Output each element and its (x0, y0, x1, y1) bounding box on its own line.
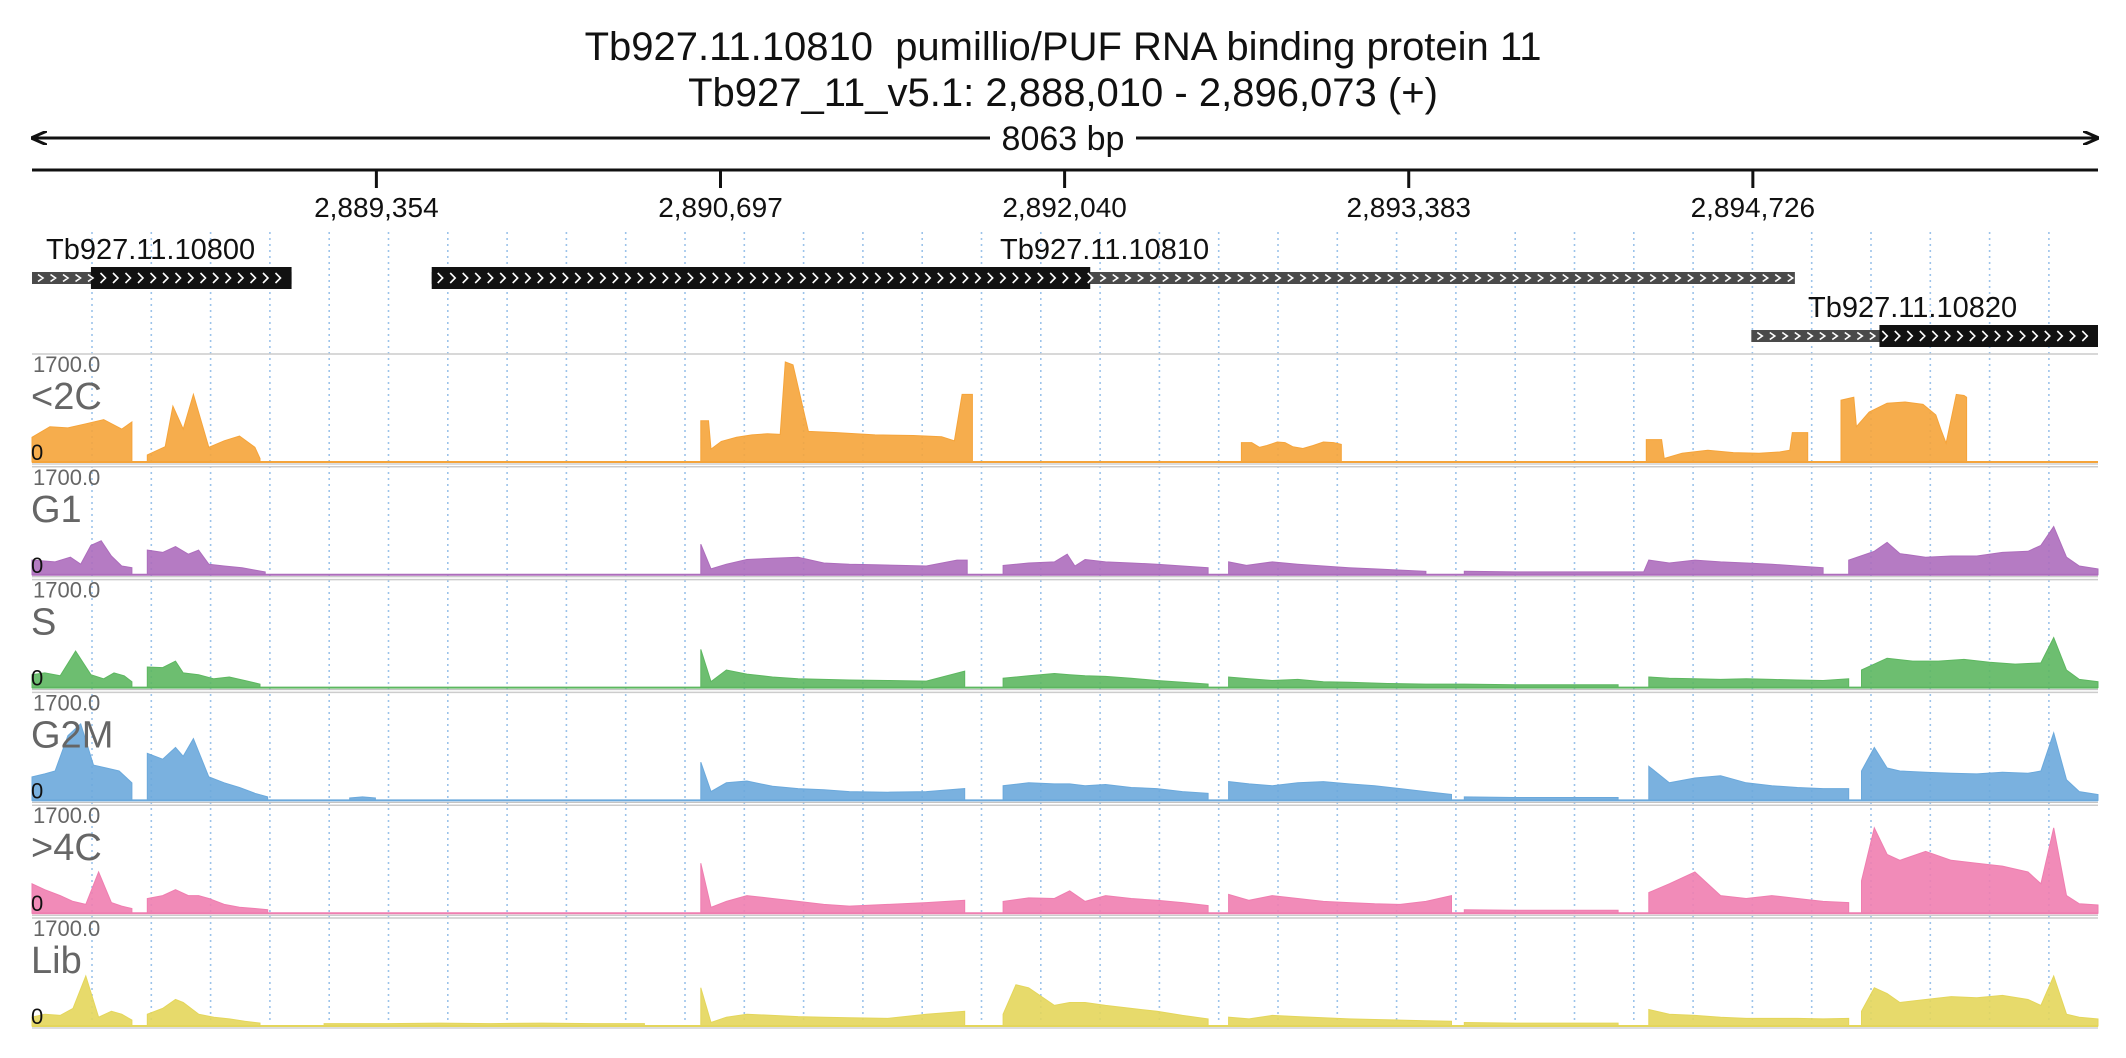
track-name: G1 (31, 489, 82, 531)
chart-subtitle: Tb927_11_v5.1: 2,888,010 - 2,896,073 (+) (688, 71, 1438, 115)
gene-strand-chevrons (437, 272, 1795, 284)
gene-track: Tb927.11.10800 Tb927.11.10810 Tb927.11.108… (32, 234, 2098, 347)
gene-label: Tb927.11.10810 (1000, 234, 1209, 266)
coverage-area (146, 998, 261, 1027)
coverage-area (31, 419, 133, 463)
coverage-area (700, 544, 968, 576)
track->4C: 1700.0>4C 0 (31, 803, 2099, 916)
coverage-area (1645, 432, 1809, 463)
gene-label: Tb927.11.10800 (46, 234, 255, 266)
coverage-area (1228, 676, 1619, 689)
coverage-area (700, 987, 966, 1027)
track-max-label: 1700.0 (33, 578, 100, 603)
coverage-area (1002, 984, 1209, 1027)
coverage-area (1861, 826, 2099, 914)
track-max-label: 1700.0 (33, 690, 100, 715)
gene-strand-chevrons (37, 272, 282, 284)
gene-label: Tb927.11.10820 (1808, 292, 2017, 324)
coverage-area (1861, 636, 2099, 689)
gene-cds (90, 267, 292, 289)
coverage-area (1848, 525, 2099, 576)
coverage-area (1002, 890, 1209, 914)
coverage-area (1840, 393, 1968, 463)
coverage-area (1228, 1014, 1452, 1027)
ruler-tick-label: 2,893,383 (1346, 192, 1471, 223)
coverage-area (146, 392, 261, 463)
coverage-area (700, 361, 973, 463)
coverage-area (1648, 871, 1850, 914)
coverage-area (700, 863, 966, 914)
gene-strand-chevrons (1756, 330, 2089, 342)
track-<2C: 1700.0<2C 0 (31, 352, 2098, 465)
coverage-area (31, 650, 133, 689)
coverage-area (1648, 1008, 1850, 1027)
coverage-area (1228, 561, 1427, 576)
track-max-label: 1700.0 (33, 803, 100, 828)
track-zero-label: 0 (31, 778, 43, 803)
coverage-area (146, 889, 269, 914)
coverage-area (31, 870, 133, 914)
track-max-label: 1700.0 (33, 352, 100, 377)
coverage-area (1463, 559, 1824, 576)
coverage-area (1002, 553, 1209, 576)
coverage-area (349, 796, 376, 801)
coverage-area (31, 722, 133, 801)
grid-lines (91, 232, 2050, 1024)
coverage-tracks: 1700.0<2C01700.0G101700.0S01700.0G2M0170… (31, 352, 2099, 1029)
track-name: Lib (31, 940, 82, 982)
track-zero-label: 0 (31, 891, 43, 916)
coverage-area (700, 649, 966, 689)
track-S: 1700.0S 0 (31, 578, 2099, 691)
coverage-area (323, 1022, 645, 1027)
track-name: G2M (31, 714, 113, 756)
coverage-area (1228, 781, 1452, 801)
gene-cds (431, 267, 1091, 289)
coverage-area (31, 974, 133, 1027)
track-zero-label: 0 (31, 1004, 43, 1029)
coverage-area (1861, 974, 2099, 1027)
coverage-area (146, 660, 261, 689)
coverage-area (1228, 893, 1452, 914)
coverage-area (146, 546, 266, 576)
track-zero-label: 0 (31, 553, 43, 578)
track-max-label: 1700.0 (33, 465, 100, 490)
track-name: >4C (31, 827, 102, 869)
ruler-tick-label: 2,889,354 (314, 192, 439, 223)
coverage-area (1648, 765, 1850, 801)
chart-title: Tb927.11.10810 pumillio/PUF RNA binding … (585, 25, 1542, 69)
ruler-tick-label: 2,892,040 (1002, 192, 1127, 223)
span-label: 8063 bp (1002, 120, 1125, 158)
coverage-area (1861, 731, 2099, 801)
coverage-area (1002, 782, 1209, 801)
coverage-area (1463, 1021, 1619, 1027)
ruler-tick-label: 2,890,697 (658, 192, 783, 223)
track-name: <2C (31, 376, 102, 418)
coverage-area (1002, 672, 1209, 689)
coverage-area (1648, 676, 1850, 689)
track-zero-label: 0 (31, 666, 43, 691)
coverage-area (31, 540, 133, 576)
track-zero-label: 0 (31, 440, 43, 465)
track-max-label: 1700.0 (33, 916, 100, 941)
ruler-tick-label: 2,894,726 (1691, 192, 1816, 223)
track-name: S (31, 602, 56, 644)
ruler-ticks: 2,889,354 2,890,697 2,892,040 2,893,383 2,89… (314, 170, 1815, 223)
coverage-area (700, 762, 966, 801)
track-G1: 1700.0G1 0 (31, 465, 2099, 578)
coverage-area (1240, 441, 1342, 463)
gene-cds (1879, 325, 2098, 347)
coverage-area (146, 737, 269, 801)
coverage-area (1463, 909, 1619, 914)
coverage-area (1463, 796, 1619, 801)
